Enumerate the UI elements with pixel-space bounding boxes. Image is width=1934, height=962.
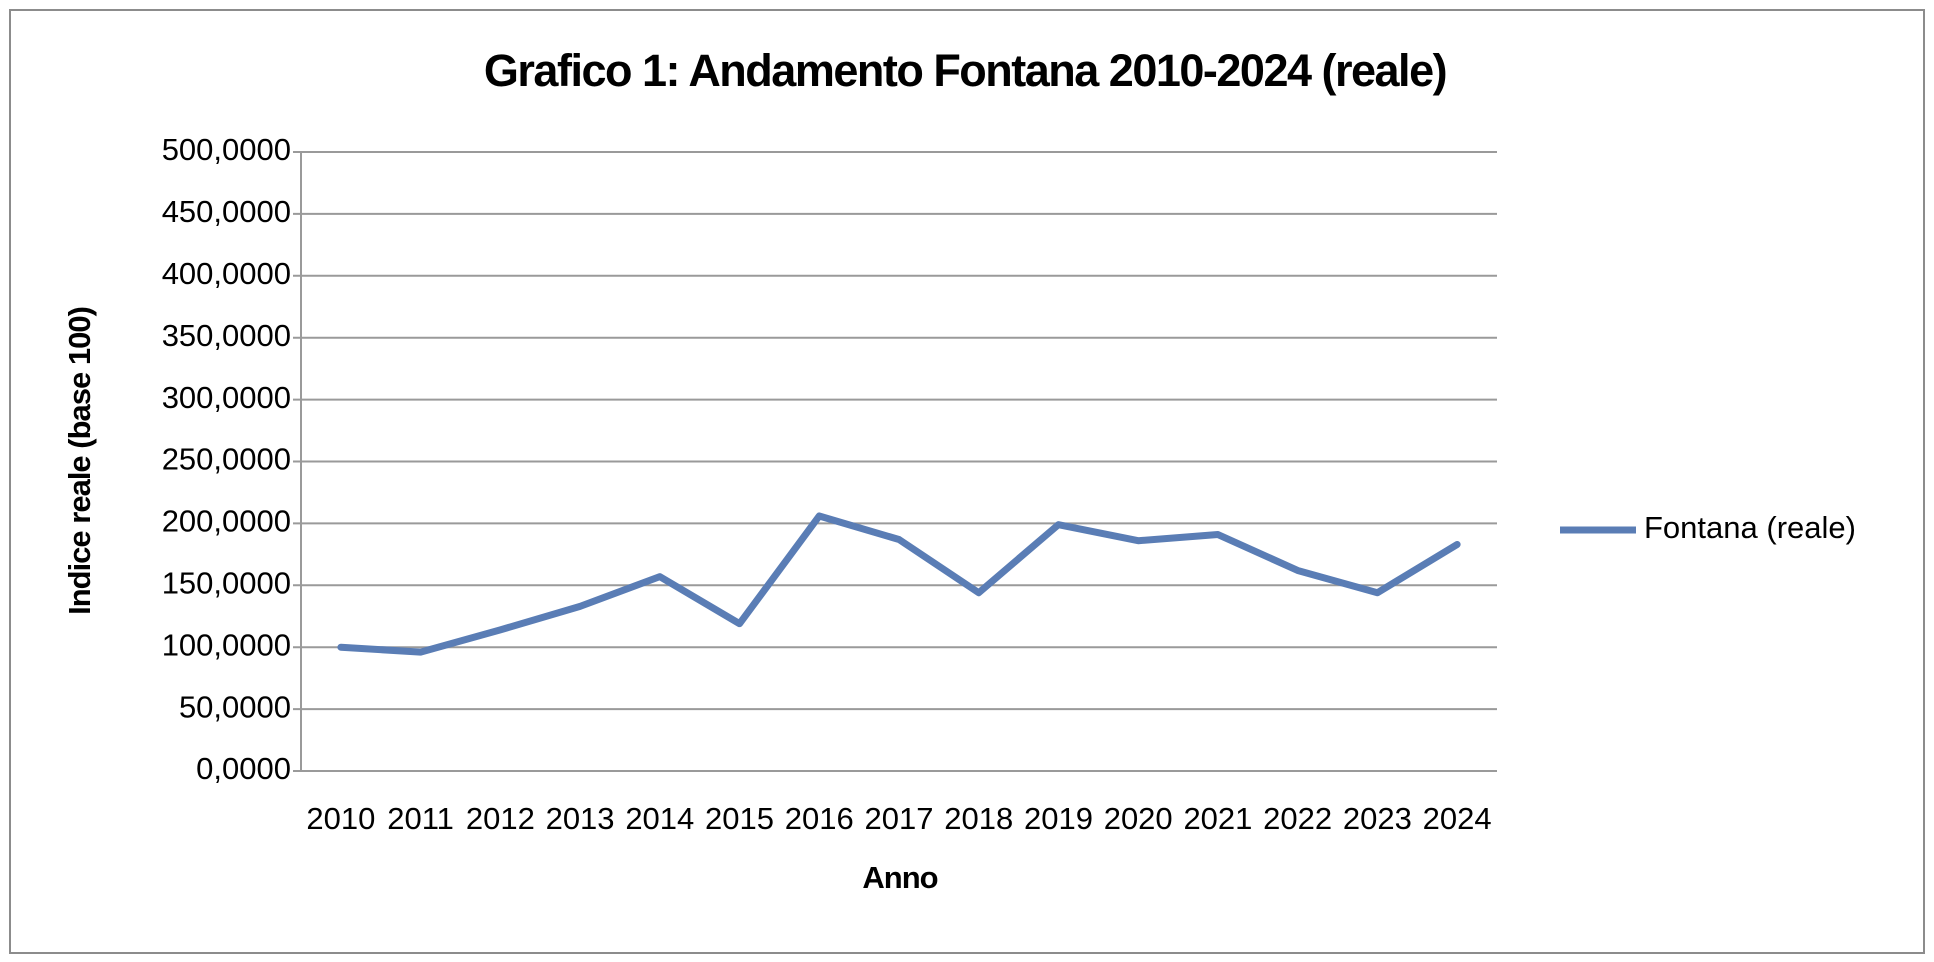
x-tick-label: 2015 bbox=[705, 801, 774, 836]
chart-title: Grafico 1: Andamento Fontana 2010-2024 (… bbox=[484, 45, 1446, 96]
x-tick-label: 2021 bbox=[1183, 801, 1252, 836]
x-tick-label: 2024 bbox=[1423, 801, 1492, 836]
x-tick-label: 2010 bbox=[306, 801, 375, 836]
x-tick-label: 2018 bbox=[944, 801, 1013, 836]
y-tick-label: 500,0000 bbox=[162, 132, 291, 167]
y-tick-label: 200,0000 bbox=[162, 504, 291, 539]
y-tick-label: 250,0000 bbox=[162, 442, 291, 477]
x-axis-title: Anno bbox=[862, 860, 937, 895]
y-tick-label: 100,0000 bbox=[162, 627, 291, 662]
y-axis-title: Indice reale (base 100) bbox=[62, 307, 97, 615]
x-tick-label: 2016 bbox=[785, 801, 854, 836]
x-tick-label: 2020 bbox=[1104, 801, 1173, 836]
y-tick-label: 450,0000 bbox=[162, 194, 291, 229]
legend-label: Fontana (reale) bbox=[1644, 510, 1856, 545]
y-tick-label: 350,0000 bbox=[162, 318, 291, 353]
x-tick-label: 2014 bbox=[625, 801, 694, 836]
y-tick-label: 300,0000 bbox=[162, 380, 291, 415]
x-tick-label: 2017 bbox=[865, 801, 934, 836]
y-tick-label: 400,0000 bbox=[162, 256, 291, 291]
y-tick-label: 50,0000 bbox=[179, 689, 291, 724]
y-tick-label: 150,0000 bbox=[162, 565, 291, 600]
x-tick-label: 2011 bbox=[387, 801, 454, 836]
x-tick-label: 2013 bbox=[546, 801, 615, 836]
data-line bbox=[337, 512, 1461, 656]
x-tick-label: 2012 bbox=[466, 801, 535, 836]
x-tick-label: 2022 bbox=[1263, 801, 1332, 836]
x-tick-label: 2023 bbox=[1343, 801, 1412, 836]
chart-frame bbox=[9, 9, 1925, 954]
x-tick-label: 2019 bbox=[1024, 801, 1093, 836]
y-tick-label: 0,0000 bbox=[196, 751, 291, 786]
